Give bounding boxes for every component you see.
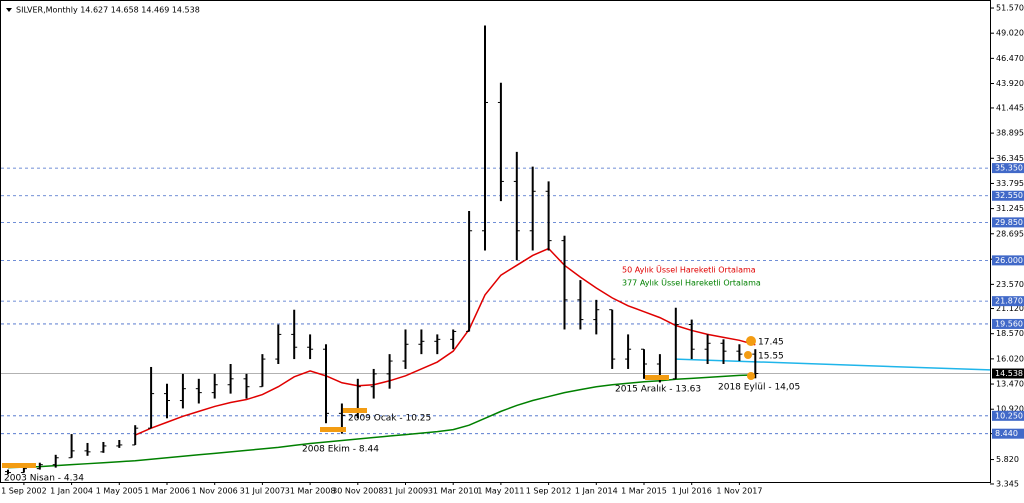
plot-frame xyxy=(0,0,991,483)
marker xyxy=(746,336,756,346)
level-tag xyxy=(992,163,1024,174)
level-label: 19.560 xyxy=(995,319,1023,328)
level-label: 10.250 xyxy=(995,411,1023,420)
annotation: 2009 Ocak - 10.25 xyxy=(348,414,431,424)
x-tick-label: 1 Mar 2006 xyxy=(144,487,190,496)
level-tag xyxy=(992,217,1024,228)
level-tag xyxy=(992,296,1024,307)
x-tick-label: 31 Jul 2009 xyxy=(383,487,428,496)
y-tick-label: 3.345 xyxy=(996,479,1019,488)
low-highlight xyxy=(645,375,669,380)
highlights xyxy=(2,336,756,468)
low-highlight xyxy=(2,463,36,468)
chart-header: SILVER,Monthly 14.627 14.658 14.469 14.5… xyxy=(16,6,200,15)
level-tag xyxy=(992,428,1024,439)
x-tick-label: 1 May 2005 xyxy=(96,487,143,496)
x-tick-label: 1 Nov 2017 xyxy=(716,487,762,496)
level-label: 26.000 xyxy=(995,256,1023,265)
y-tick-label: 10.920 xyxy=(996,405,1024,414)
x-tick-label: 1 Jul 2016 xyxy=(672,487,712,496)
x-tick-label: 1 May 2011 xyxy=(477,487,524,496)
y-tick-label: 41.445 xyxy=(996,103,1024,112)
x-tick-label: 30 Nov 2008 xyxy=(332,487,383,496)
y-tick-label: 21.120 xyxy=(996,304,1024,313)
x-tick-label: 31 Mar 2010 xyxy=(428,487,479,496)
x-tick-label: 1 Jan 2014 xyxy=(575,487,618,496)
x-tick-label: 1 Sep 2012 xyxy=(526,487,572,496)
y-tick-label: 23.570 xyxy=(996,280,1024,289)
current-price-label: 14.538 xyxy=(995,369,1023,378)
y-tick-label: 13.470 xyxy=(996,380,1024,389)
level-label: 29.850 xyxy=(995,218,1023,227)
current-price-tag xyxy=(992,368,1024,379)
x-tick-label: 31 Mar 2008 xyxy=(285,487,336,496)
y-tick-label: 18.570 xyxy=(996,329,1024,338)
marker xyxy=(744,351,752,359)
legend-label: 377 Aylık Üssel Hareketli Ortalama xyxy=(622,278,761,288)
y-tick-label: 43.920 xyxy=(996,79,1024,88)
y-tick-label: 51.570 xyxy=(996,4,1024,13)
x-tick-label: 1 Mar 2015 xyxy=(621,487,667,496)
level-tag xyxy=(992,318,1024,329)
y-tick-label: 38.895 xyxy=(996,129,1024,138)
menu-icon[interactable] xyxy=(6,8,12,12)
annotation: 15.55 xyxy=(758,352,784,362)
annotation: 2003 Nisan - 4.34 xyxy=(4,474,84,484)
x-tick-label: 1 Jan 2004 xyxy=(50,487,93,496)
ma-line xyxy=(134,247,756,436)
annotation: 2018 Eylül - 14,05 xyxy=(718,383,800,393)
y-tick-label: 49.020 xyxy=(996,29,1024,38)
x-tick-label: 1 Nov 2006 xyxy=(192,487,238,496)
level-label: 32.550 xyxy=(995,191,1023,200)
x-tick-label: 1 Sep 2002 xyxy=(1,487,47,496)
trend-line xyxy=(675,358,991,371)
y-tick-label: 28.695 xyxy=(996,229,1024,238)
level-tag xyxy=(992,255,1024,266)
ma-line xyxy=(7,374,756,469)
level-tag xyxy=(992,190,1024,201)
y-tick-label: 33.795 xyxy=(996,179,1024,188)
level-label: 8.440 xyxy=(995,429,1018,438)
y-tick-label: 16.020 xyxy=(996,354,1024,363)
y-tick-label: 46.470 xyxy=(996,54,1024,63)
marker xyxy=(747,372,755,380)
level-tag xyxy=(992,410,1024,421)
annotation: 2008 Ekim - 8.44 xyxy=(302,445,379,455)
y-tick-label: 36.345 xyxy=(996,154,1024,163)
y-tick-label: 31.245 xyxy=(996,204,1024,213)
low-highlight xyxy=(320,427,346,432)
legend-label: 50 Aylık Üssel Hareketli Ortalama xyxy=(622,265,756,275)
low-highlight xyxy=(343,408,367,413)
level-label: 35.350 xyxy=(995,164,1023,173)
annotation: 17.45 xyxy=(758,338,784,348)
annotation: 2015 Aralık - 13.63 xyxy=(615,385,701,395)
level-label: 21.870 xyxy=(995,297,1023,306)
y-tick-label: 5.820 xyxy=(996,455,1019,464)
x-tick-label: 31 Jul 2007 xyxy=(240,487,285,496)
